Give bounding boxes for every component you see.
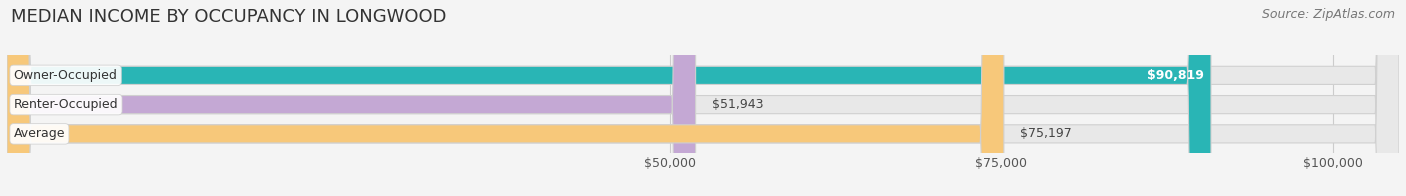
Text: $51,943: $51,943 [711, 98, 763, 111]
Text: Source: ZipAtlas.com: Source: ZipAtlas.com [1261, 8, 1395, 21]
FancyBboxPatch shape [7, 0, 1399, 196]
FancyBboxPatch shape [7, 0, 696, 196]
Text: $75,197: $75,197 [1019, 127, 1071, 140]
FancyBboxPatch shape [7, 0, 1399, 196]
FancyBboxPatch shape [7, 0, 1004, 196]
Text: MEDIAN INCOME BY OCCUPANCY IN LONGWOOD: MEDIAN INCOME BY OCCUPANCY IN LONGWOOD [11, 8, 447, 26]
Text: Renter-Occupied: Renter-Occupied [14, 98, 118, 111]
Text: Owner-Occupied: Owner-Occupied [14, 69, 118, 82]
FancyBboxPatch shape [7, 0, 1211, 196]
FancyBboxPatch shape [7, 0, 1399, 196]
Text: Average: Average [14, 127, 65, 140]
Text: $90,819: $90,819 [1147, 69, 1205, 82]
